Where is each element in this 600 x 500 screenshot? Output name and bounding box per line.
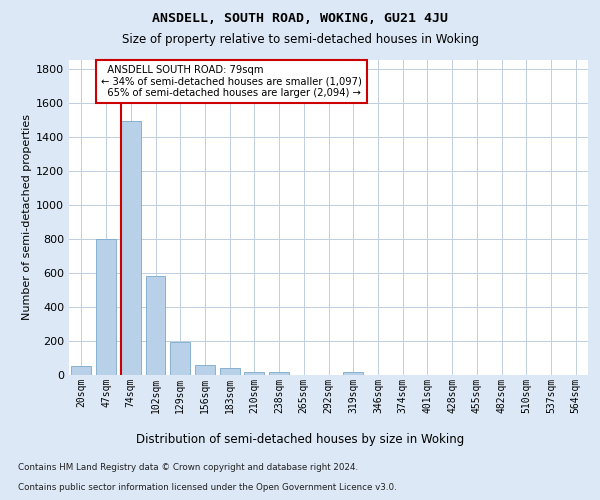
- Bar: [170, 342, 190, 375]
- Bar: [96, 239, 116, 375]
- Bar: [244, 372, 264, 375]
- Text: Size of property relative to semi-detached houses in Woking: Size of property relative to semi-detach…: [121, 32, 479, 46]
- Bar: [71, 366, 91, 375]
- Bar: [343, 372, 363, 375]
- Bar: [220, 368, 239, 375]
- Bar: [269, 372, 289, 375]
- Text: ANSDELL SOUTH ROAD: 79sqm
← 34% of semi-detached houses are smaller (1,097)
  65: ANSDELL SOUTH ROAD: 79sqm ← 34% of semi-…: [101, 65, 362, 98]
- Bar: [195, 365, 215, 375]
- Bar: [121, 122, 140, 375]
- Text: Contains HM Land Registry data © Crown copyright and database right 2024.: Contains HM Land Registry data © Crown c…: [18, 464, 358, 472]
- Y-axis label: Number of semi-detached properties: Number of semi-detached properties: [22, 114, 32, 320]
- Bar: [146, 276, 166, 375]
- Text: Contains public sector information licensed under the Open Government Licence v3: Contains public sector information licen…: [18, 484, 397, 492]
- Text: ANSDELL, SOUTH ROAD, WOKING, GU21 4JU: ANSDELL, SOUTH ROAD, WOKING, GU21 4JU: [152, 12, 448, 26]
- Text: Distribution of semi-detached houses by size in Woking: Distribution of semi-detached houses by …: [136, 432, 464, 446]
